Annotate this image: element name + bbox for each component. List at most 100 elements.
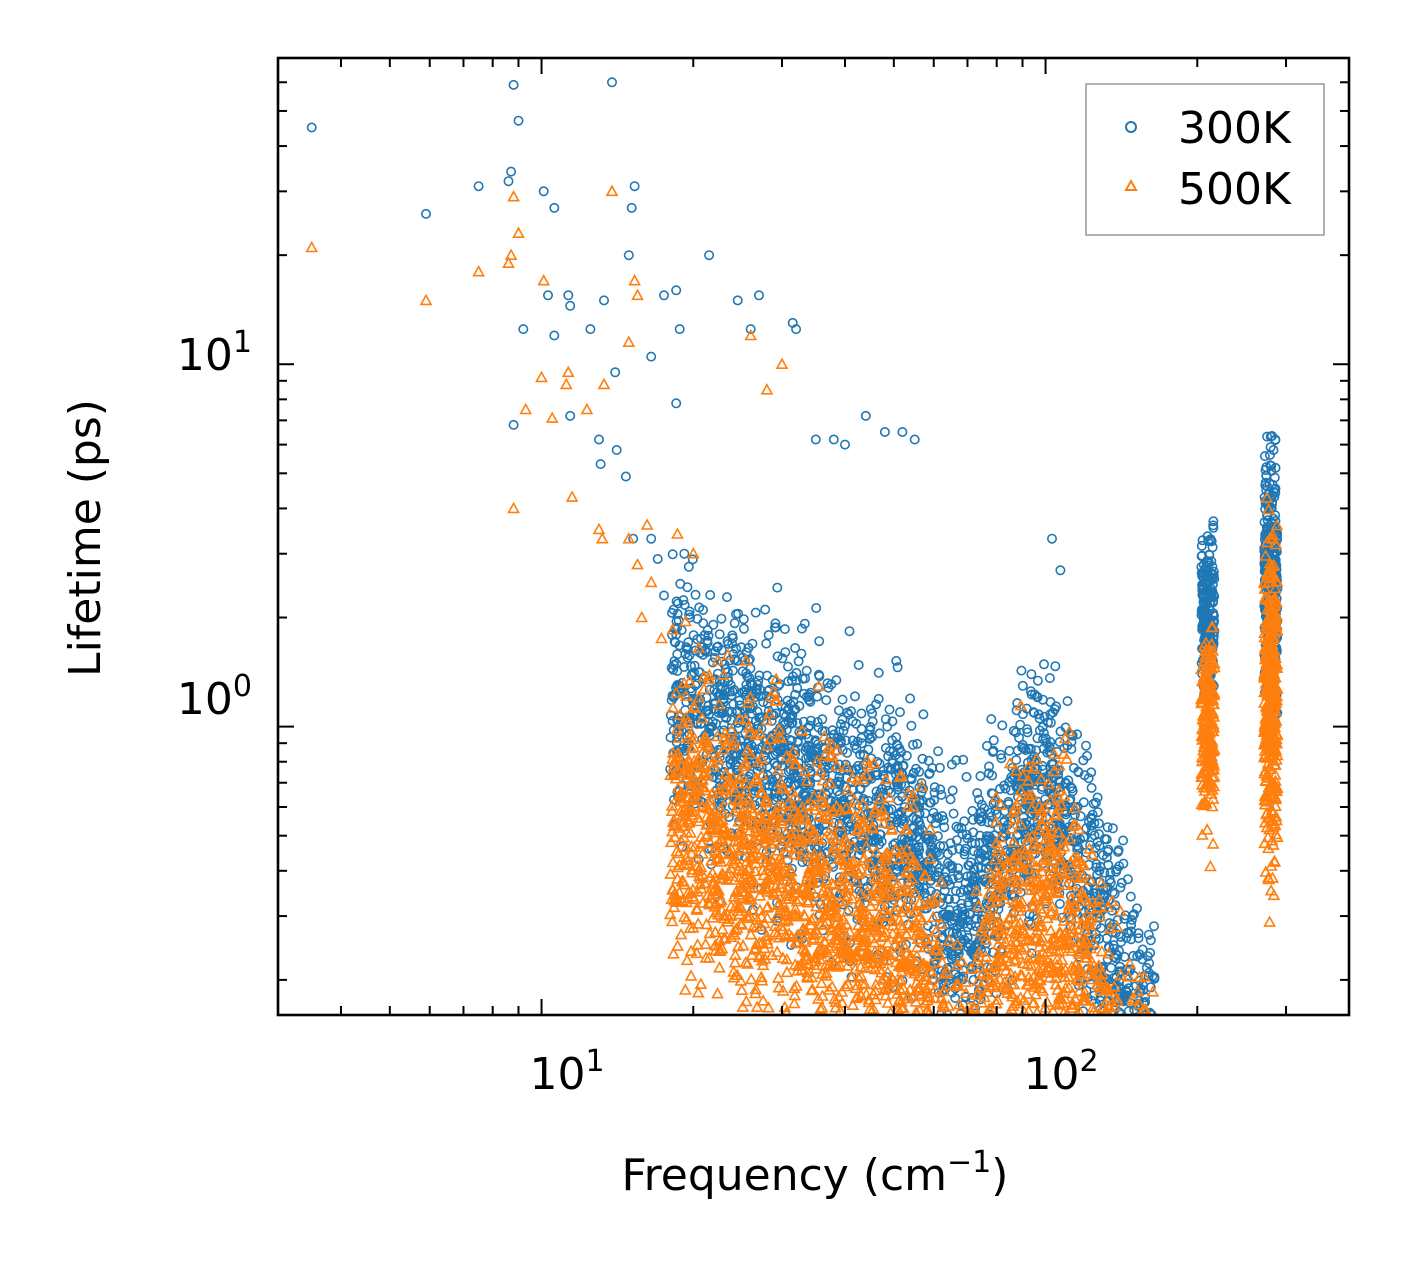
point-300k bbox=[687, 668, 698, 679]
point-300k bbox=[1206, 536, 1217, 547]
point-300k bbox=[987, 818, 998, 829]
point-300k bbox=[832, 732, 843, 743]
point-300k bbox=[1044, 673, 1055, 684]
point-300k bbox=[905, 773, 916, 784]
point-300k bbox=[950, 893, 961, 904]
point-300k bbox=[943, 910, 954, 921]
point-300k bbox=[1008, 725, 1019, 736]
point-300k bbox=[813, 669, 824, 680]
point-300k bbox=[966, 837, 977, 848]
point-300k bbox=[1202, 576, 1213, 587]
point-300k bbox=[669, 636, 680, 647]
point-300k bbox=[880, 742, 891, 753]
point-300k bbox=[672, 665, 683, 676]
point-300k bbox=[1060, 778, 1071, 789]
point-300k bbox=[986, 714, 997, 725]
point-300k bbox=[875, 829, 886, 840]
point-300k bbox=[826, 679, 837, 690]
point-300k bbox=[746, 708, 757, 719]
point-300k bbox=[937, 909, 948, 920]
point-300k bbox=[936, 789, 947, 800]
point-300k bbox=[761, 638, 772, 649]
point-300k bbox=[947, 785, 958, 796]
point-300k bbox=[770, 618, 781, 629]
point-300k bbox=[1208, 516, 1219, 527]
point-300k bbox=[898, 760, 909, 771]
point-300k bbox=[802, 740, 813, 751]
point-300k bbox=[913, 816, 924, 827]
point-300k bbox=[760, 604, 771, 615]
point-300k bbox=[1037, 764, 1048, 775]
point-300k bbox=[1122, 874, 1133, 885]
point-300k bbox=[1109, 888, 1120, 899]
point-300k bbox=[1012, 745, 1023, 756]
point-300k bbox=[744, 672, 755, 683]
point-300k bbox=[959, 849, 970, 860]
point-300k bbox=[918, 882, 929, 893]
point-300k bbox=[711, 642, 722, 653]
point-300k bbox=[782, 661, 793, 672]
point-300k bbox=[1107, 823, 1118, 834]
point-300k bbox=[1149, 973, 1160, 984]
point-300k bbox=[1058, 806, 1069, 817]
point-300k bbox=[1059, 743, 1070, 754]
point-300k bbox=[880, 714, 891, 725]
point-300k bbox=[801, 691, 812, 702]
point-300k bbox=[682, 582, 693, 593]
point-300k bbox=[698, 604, 709, 615]
point-300k bbox=[1031, 691, 1042, 702]
point-300k bbox=[681, 642, 692, 653]
point-300k bbox=[1021, 724, 1032, 735]
point-300k bbox=[891, 655, 902, 666]
point-300k bbox=[721, 712, 732, 723]
point-300k bbox=[945, 962, 956, 973]
point-300k bbox=[1081, 740, 1092, 751]
point-300k bbox=[777, 653, 788, 664]
point-300k bbox=[1132, 951, 1143, 962]
point-300k bbox=[780, 702, 791, 713]
point-300k bbox=[714, 629, 725, 640]
point-300k bbox=[975, 771, 986, 782]
point-300k bbox=[695, 647, 706, 658]
point-300k bbox=[1096, 923, 1107, 934]
point-300k bbox=[838, 725, 849, 736]
point-300k bbox=[668, 604, 679, 615]
point-300k bbox=[884, 704, 895, 715]
point-300k bbox=[873, 693, 884, 704]
point-300k bbox=[796, 623, 807, 634]
point-300k bbox=[1132, 903, 1143, 914]
point-300k bbox=[1054, 898, 1065, 909]
point-300k bbox=[1015, 719, 1026, 730]
point-300k bbox=[849, 691, 860, 702]
point-300k bbox=[1032, 675, 1043, 686]
point-300k bbox=[955, 887, 966, 898]
point-300k bbox=[1137, 954, 1148, 965]
point-300k bbox=[887, 758, 898, 769]
point-300k bbox=[790, 642, 801, 653]
point-300k bbox=[762, 670, 773, 681]
point-300k bbox=[892, 662, 903, 673]
point-300k bbox=[894, 707, 905, 718]
point-300k bbox=[801, 665, 812, 676]
point-300k bbox=[798, 716, 809, 727]
point-300k bbox=[925, 797, 936, 808]
point-300k bbox=[1033, 776, 1044, 787]
point-300k bbox=[844, 626, 855, 637]
point-300k bbox=[727, 686, 738, 697]
point-300k bbox=[680, 648, 691, 659]
point-300k bbox=[1118, 858, 1129, 869]
point-300k bbox=[959, 846, 970, 857]
point-300k bbox=[1199, 617, 1210, 628]
point-300k bbox=[778, 708, 789, 719]
point-300k bbox=[937, 810, 948, 821]
point-300k bbox=[1029, 689, 1040, 700]
point-300k bbox=[832, 776, 843, 787]
point-300k bbox=[1029, 707, 1040, 718]
point-300k bbox=[667, 549, 678, 560]
point-300k bbox=[1145, 947, 1156, 958]
point-300k bbox=[1083, 773, 1094, 784]
point-300k bbox=[1048, 707, 1059, 718]
point-300k bbox=[983, 761, 994, 772]
point-300k bbox=[716, 656, 727, 667]
point-300k bbox=[1145, 935, 1156, 946]
